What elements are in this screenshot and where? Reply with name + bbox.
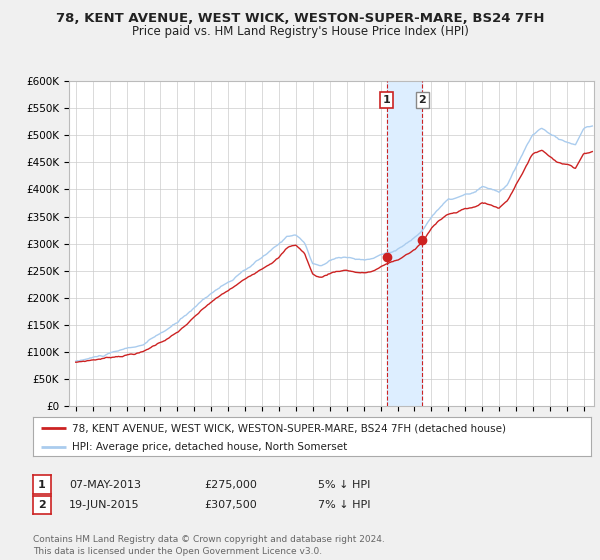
Text: 2: 2 <box>38 500 46 510</box>
Text: 19-JUN-2015: 19-JUN-2015 <box>69 500 140 510</box>
Text: 7% ↓ HPI: 7% ↓ HPI <box>318 500 371 510</box>
Text: 1: 1 <box>38 480 46 489</box>
Text: 5% ↓ HPI: 5% ↓ HPI <box>318 480 370 489</box>
Text: 78, KENT AVENUE, WEST WICK, WESTON-SUPER-MARE, BS24 7FH (detached house): 78, KENT AVENUE, WEST WICK, WESTON-SUPER… <box>72 423 506 433</box>
Text: 07-MAY-2013: 07-MAY-2013 <box>69 480 141 489</box>
Bar <box>386 81 422 406</box>
Text: £275,000: £275,000 <box>204 480 257 489</box>
Text: Contains HM Land Registry data © Crown copyright and database right 2024.
This d: Contains HM Land Registry data © Crown c… <box>33 535 385 556</box>
Text: 2: 2 <box>419 95 427 105</box>
Text: £307,500: £307,500 <box>204 500 257 510</box>
Text: HPI: Average price, detached house, North Somerset: HPI: Average price, detached house, Nort… <box>72 442 347 451</box>
Text: Price paid vs. HM Land Registry's House Price Index (HPI): Price paid vs. HM Land Registry's House … <box>131 25 469 38</box>
Text: 78, KENT AVENUE, WEST WICK, WESTON-SUPER-MARE, BS24 7FH: 78, KENT AVENUE, WEST WICK, WESTON-SUPER… <box>56 12 544 25</box>
Text: 1: 1 <box>383 95 391 105</box>
